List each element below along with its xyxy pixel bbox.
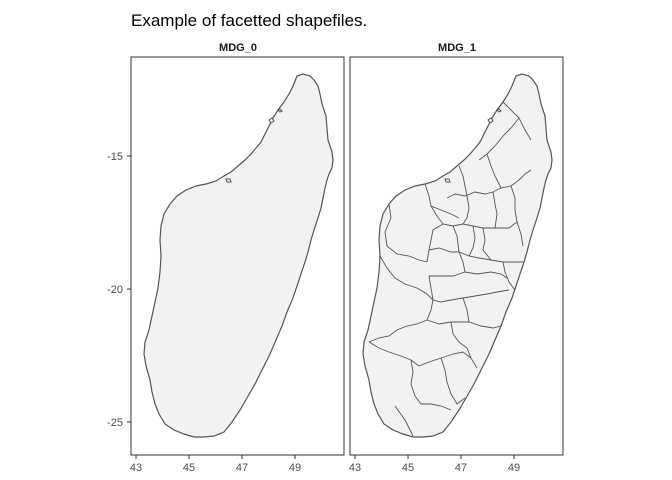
x-tick-label: 47 <box>236 462 248 474</box>
y-tick-label: -20 <box>107 284 123 296</box>
facet-panel-mdg-0: MDG_0 <box>130 42 345 456</box>
x-tick-label: 45 <box>402 462 414 474</box>
region-boundaries <box>368 101 532 437</box>
x-tick-label: 43 <box>130 462 142 474</box>
y-axis: -15 -20 -25 <box>107 151 131 429</box>
island-polygons <box>225 108 283 183</box>
x-axis-panel-1: 43 45 47 49 <box>130 455 301 474</box>
x-tick-label: 49 <box>289 462 301 474</box>
facet-strip-label: MDG_0 <box>219 42 257 54</box>
x-tick-label: 43 <box>349 462 361 474</box>
y-tick-label: -15 <box>107 151 123 163</box>
x-tick-label: 47 <box>455 462 467 474</box>
plot-title: Example of facetted shapefiles. <box>131 11 368 30</box>
x-tick-label: 45 <box>183 462 195 474</box>
y-tick-label: -25 <box>107 417 123 429</box>
island-polygons <box>444 108 502 183</box>
facet-panel-mdg-1: MDG_1 <box>349 42 564 456</box>
x-tick-label: 49 <box>508 462 520 474</box>
facet-strip-label: MDG_1 <box>438 42 476 54</box>
x-axis-panel-2: 43 45 47 49 <box>349 455 520 474</box>
